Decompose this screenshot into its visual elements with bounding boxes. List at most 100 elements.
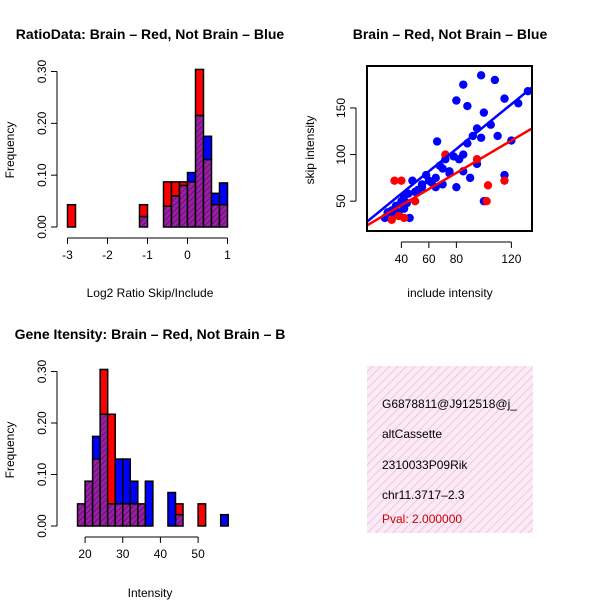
brain-point xyxy=(399,213,409,223)
overlap-bar xyxy=(210,203,221,228)
overlap-bar xyxy=(194,114,205,228)
brain-bar xyxy=(99,368,109,415)
intensity-histogram-ylabel: Frequency xyxy=(3,422,17,479)
intensity-scatter: Brain – Red, Not Brain – Blue 40 60 80 120 5… xyxy=(303,26,547,300)
y-tick-label: 0.20 xyxy=(35,111,49,135)
overlap-bar xyxy=(178,184,189,228)
info-line-pval: Pval: 2.000000 xyxy=(382,512,462,526)
overlap-bar xyxy=(202,158,213,228)
y-tick-label: 0.10 xyxy=(35,462,49,486)
x-tick-label: -3 xyxy=(62,248,73,262)
x-tick-label: 40 xyxy=(395,252,409,266)
not-brain-bar xyxy=(144,480,154,527)
not-brain-point xyxy=(417,182,427,192)
brain-point xyxy=(483,181,493,190)
x-tick-label: -2 xyxy=(102,248,113,262)
not-brain-bar xyxy=(167,491,177,527)
y-tick-label: 0.00 xyxy=(35,215,49,239)
brain-point xyxy=(390,176,399,185)
y-tick-label: 0.10 xyxy=(35,163,49,187)
intensity-histogram-title: Gene Itensity: Brain – Red, Not Brain – … xyxy=(15,326,286,342)
not-brain-point xyxy=(452,182,461,192)
brain-point xyxy=(425,234,433,242)
y-tick-label: 50 xyxy=(334,194,348,208)
brain-point xyxy=(500,176,509,185)
y-tick-label: 0.30 xyxy=(35,359,49,383)
info-panel-background xyxy=(367,366,533,533)
overlap-bar xyxy=(129,503,139,527)
x-tick-label: 60 xyxy=(422,252,436,266)
not-brain-point xyxy=(432,137,442,146)
not-brain-bar xyxy=(218,182,229,206)
not-brain-bar xyxy=(121,458,132,505)
not-brain-point xyxy=(500,94,509,103)
brain-bar xyxy=(197,503,207,527)
overlap-bar xyxy=(91,458,101,527)
not-brain-point xyxy=(479,108,489,117)
brain-point xyxy=(387,215,396,225)
info-panel: G6878811@J912518@j_ altCassette 2310033P… xyxy=(367,366,533,533)
not-brain-fit-line xyxy=(367,86,532,223)
brain-bar xyxy=(170,181,181,197)
not-brain-point xyxy=(490,75,500,85)
info-line-gene-name: 2310033P09Rik xyxy=(382,458,468,472)
not-brain-point xyxy=(454,155,464,164)
not-brain-bar xyxy=(91,435,101,460)
brain-point xyxy=(397,176,406,185)
overlap-bar xyxy=(174,513,184,527)
scatter-ylabel: skip intensity xyxy=(303,116,317,185)
intensity-histogram-bars xyxy=(76,368,229,527)
brain-bar xyxy=(106,413,116,505)
not-brain-point xyxy=(476,133,486,142)
not-brain-point xyxy=(465,173,475,183)
brain-point xyxy=(482,196,491,206)
y-tick-label: 100 xyxy=(334,144,348,164)
not-brain-point xyxy=(445,167,454,176)
ratio-histogram-ylabel: Frequency xyxy=(3,122,17,179)
not-brain-point xyxy=(438,164,447,173)
overlap-bar xyxy=(121,503,132,527)
brain-fit-line xyxy=(367,127,532,227)
overlap-bar xyxy=(138,215,149,228)
not-brain-point xyxy=(424,176,434,185)
brain-bar xyxy=(174,503,184,516)
not-brain-bar xyxy=(202,135,213,161)
info-line-event-type: altCassette xyxy=(382,427,442,441)
x-tick-label: 50 xyxy=(191,547,205,561)
brain-bar xyxy=(138,203,149,218)
info-line-probe-id: G6878811@J912518@j_ xyxy=(382,397,517,411)
brain-bar xyxy=(66,203,77,228)
not-brain-point xyxy=(399,204,409,213)
overlap-bar xyxy=(162,205,173,228)
not-brain-point xyxy=(476,71,486,80)
ratio-histogram-axes: -3 -2 -1 0 1 0.00 0.10 0.20 0.30 xyxy=(35,59,231,262)
x-tick-label: 0 xyxy=(184,248,191,262)
scatter-frame xyxy=(366,65,533,232)
not-brain-bar xyxy=(114,458,124,505)
not-brain-point xyxy=(459,80,468,89)
y-tick-label: 150 xyxy=(334,98,348,118)
not-brain-point xyxy=(410,187,420,197)
not-brain-point xyxy=(463,101,472,111)
overlap-bar xyxy=(99,413,109,527)
overlap-bar xyxy=(170,195,181,228)
scatter-plot-area xyxy=(367,71,532,242)
y-tick-label: 0.20 xyxy=(35,411,49,435)
overlap-bar xyxy=(114,503,124,527)
x-tick-label: 80 xyxy=(450,252,464,266)
ratio-histogram-bars xyxy=(66,68,229,228)
not-brain-point xyxy=(493,131,502,141)
overlap-bar xyxy=(76,503,86,527)
overlap-bar xyxy=(186,181,197,228)
not-brain-bar xyxy=(129,480,139,505)
x-tick-label: 30 xyxy=(116,547,130,561)
intensity-histogram-xlabel: Intensity xyxy=(128,586,173,600)
scatter-xlabel: include intensity xyxy=(407,286,492,300)
x-tick-label: 120 xyxy=(501,252,521,266)
not-brain-bar xyxy=(210,192,221,206)
overlap-bar xyxy=(218,203,229,228)
x-tick-label: 20 xyxy=(78,547,92,561)
scatter-title: Brain – Red, Not Brain – Blue xyxy=(353,26,548,42)
not-brain-point xyxy=(431,173,440,183)
intensity-histogram: Gene Itensity: Brain – Red, Not Brain – … xyxy=(3,326,285,600)
